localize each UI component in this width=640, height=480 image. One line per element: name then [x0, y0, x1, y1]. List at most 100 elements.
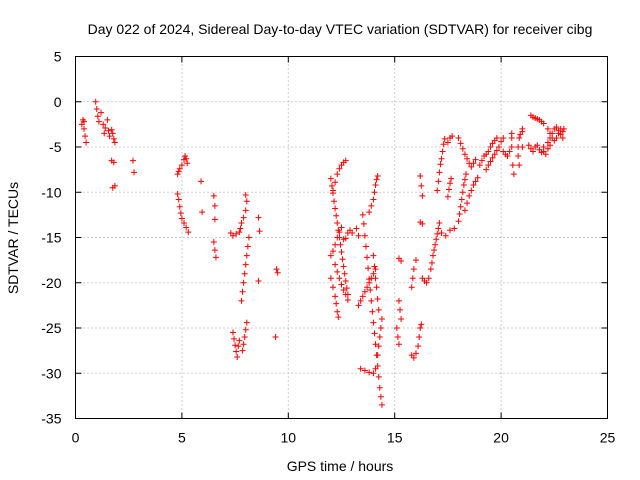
data-point	[372, 341, 379, 348]
data-point	[108, 126, 115, 133]
data-point	[438, 155, 445, 162]
data-point	[359, 293, 366, 300]
data-point	[489, 154, 496, 161]
data-point	[468, 163, 475, 170]
data-point	[470, 160, 477, 167]
data-point	[104, 116, 111, 123]
x-tick-label: 5	[178, 430, 186, 446]
data-point	[362, 243, 369, 250]
data-point	[434, 230, 441, 237]
data-point	[329, 284, 336, 291]
data-point	[95, 118, 102, 125]
data-point	[474, 174, 481, 181]
data-point	[341, 270, 348, 277]
data-point	[464, 200, 471, 207]
x-axis-label: GPS time / hours	[287, 458, 394, 474]
data-point	[102, 124, 109, 131]
data-point	[378, 315, 385, 322]
data-point	[459, 145, 466, 152]
data-point	[408, 284, 415, 291]
data-point	[211, 216, 218, 223]
data-point	[329, 248, 336, 255]
data-point	[447, 180, 454, 187]
data-point	[237, 225, 244, 232]
data-point	[339, 256, 346, 263]
data-point	[338, 281, 345, 288]
data-point	[243, 252, 250, 259]
data-point	[272, 334, 279, 341]
data-point	[542, 151, 549, 158]
data-point	[464, 155, 471, 162]
data-point	[485, 162, 492, 169]
data-point	[94, 113, 101, 120]
data-point	[412, 257, 419, 264]
data-point	[435, 178, 442, 185]
data-point	[366, 279, 373, 286]
data-points	[78, 98, 567, 408]
data-point	[478, 157, 485, 164]
data-point	[438, 229, 445, 236]
data-point	[371, 330, 378, 337]
data-point	[374, 172, 381, 179]
data-point	[233, 230, 240, 237]
data-point	[368, 297, 375, 304]
data-point	[357, 297, 364, 304]
data-point	[243, 319, 250, 326]
data-point	[418, 182, 425, 189]
data-point	[174, 191, 181, 198]
data-point	[493, 134, 500, 141]
data-point	[111, 139, 118, 146]
data-point	[240, 341, 247, 348]
data-point	[176, 165, 183, 172]
data-point	[487, 144, 494, 150]
x-tick-labels: 0 5 10 15 20 25	[72, 430, 616, 446]
data-point	[255, 277, 262, 284]
data-point	[338, 224, 345, 231]
data-point	[461, 176, 468, 183]
data-point	[361, 367, 368, 374]
data-point	[451, 225, 458, 232]
data-point	[105, 127, 112, 134]
data-point	[553, 124, 560, 131]
data-point	[185, 229, 192, 236]
data-point	[436, 169, 443, 176]
data-point	[544, 145, 551, 152]
data-point	[274, 269, 281, 276]
data-point	[332, 293, 339, 300]
data-point	[516, 162, 523, 169]
data-point	[436, 220, 443, 227]
data-point	[255, 214, 262, 221]
data-point	[334, 268, 341, 275]
data-point	[92, 98, 99, 105]
data-point	[397, 306, 404, 313]
data-point	[515, 153, 522, 160]
y-tick-label: -35	[41, 411, 61, 427]
chart-title: Day 022 of 2024, Sidereal Day-to-day VTE…	[88, 21, 593, 37]
data-point	[334, 171, 341, 178]
data-point	[332, 241, 339, 248]
data-point	[328, 182, 335, 189]
data-point	[242, 261, 249, 268]
data-point	[373, 176, 380, 183]
data-point	[466, 192, 473, 199]
data-point	[555, 130, 562, 137]
data-point	[504, 153, 511, 160]
data-point	[210, 192, 217, 199]
data-point	[81, 125, 88, 132]
data-point	[409, 275, 416, 282]
data-point	[530, 148, 537, 155]
data-point	[376, 334, 383, 341]
data-point	[425, 275, 432, 282]
data-point	[175, 196, 182, 203]
data-point	[547, 130, 554, 137]
data-point	[418, 321, 425, 328]
grid	[75, 56, 608, 419]
data-point	[234, 353, 241, 360]
data-point	[340, 286, 347, 293]
data-point	[508, 130, 515, 137]
data-point	[329, 187, 336, 194]
data-point	[129, 157, 136, 164]
data-point	[340, 263, 347, 270]
data-point	[241, 334, 248, 341]
data-point	[491, 151, 498, 158]
